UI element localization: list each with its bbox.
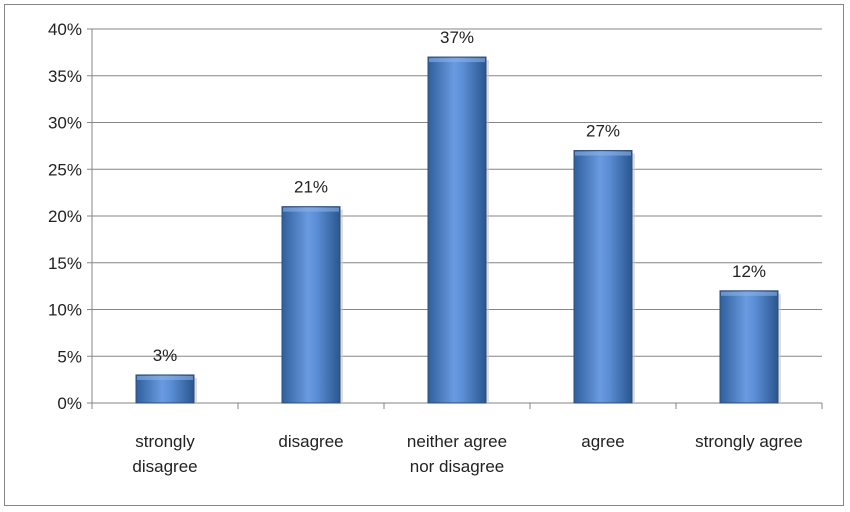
x-category-label: disagree bbox=[278, 432, 343, 451]
chart-frame bbox=[4, 4, 844, 506]
y-tick-label: 20% bbox=[48, 207, 82, 226]
y-tick-label: 0% bbox=[57, 394, 82, 413]
x-category-label: strongly agree bbox=[695, 432, 803, 451]
y-axis: 0% 5% 10% 15% 20% 25% 30% 35% 40% bbox=[48, 20, 93, 413]
y-tick-label: 35% bbox=[48, 67, 82, 86]
x-category-label: strongly disagree bbox=[132, 432, 197, 476]
data-label: 27% bbox=[586, 122, 620, 141]
bar bbox=[719, 290, 781, 404]
y-tick-label: 25% bbox=[48, 160, 82, 179]
y-tick-label: 5% bbox=[57, 347, 82, 366]
data-label: 3% bbox=[153, 346, 178, 365]
x-category-label: neither agree nor disagree bbox=[407, 432, 507, 476]
y-tick-label: 10% bbox=[48, 301, 82, 320]
bar bbox=[135, 374, 197, 404]
data-label: 21% bbox=[294, 178, 328, 197]
data-label: 37% bbox=[440, 28, 474, 47]
y-tick-label: 40% bbox=[48, 20, 82, 39]
bar bbox=[573, 150, 635, 404]
y-tick-label: 30% bbox=[48, 114, 82, 133]
bars bbox=[135, 56, 781, 404]
x-axis: strongly disagree disagree neither agree nor… bbox=[91, 402, 823, 476]
data-label: 12% bbox=[732, 262, 766, 281]
x-category-label: agree bbox=[581, 432, 624, 451]
data-labels: 3% 21% 37% 27% 12% bbox=[153, 28, 766, 365]
y-tick-label: 15% bbox=[48, 254, 82, 273]
bar bbox=[281, 206, 343, 404]
bar bbox=[427, 56, 489, 404]
